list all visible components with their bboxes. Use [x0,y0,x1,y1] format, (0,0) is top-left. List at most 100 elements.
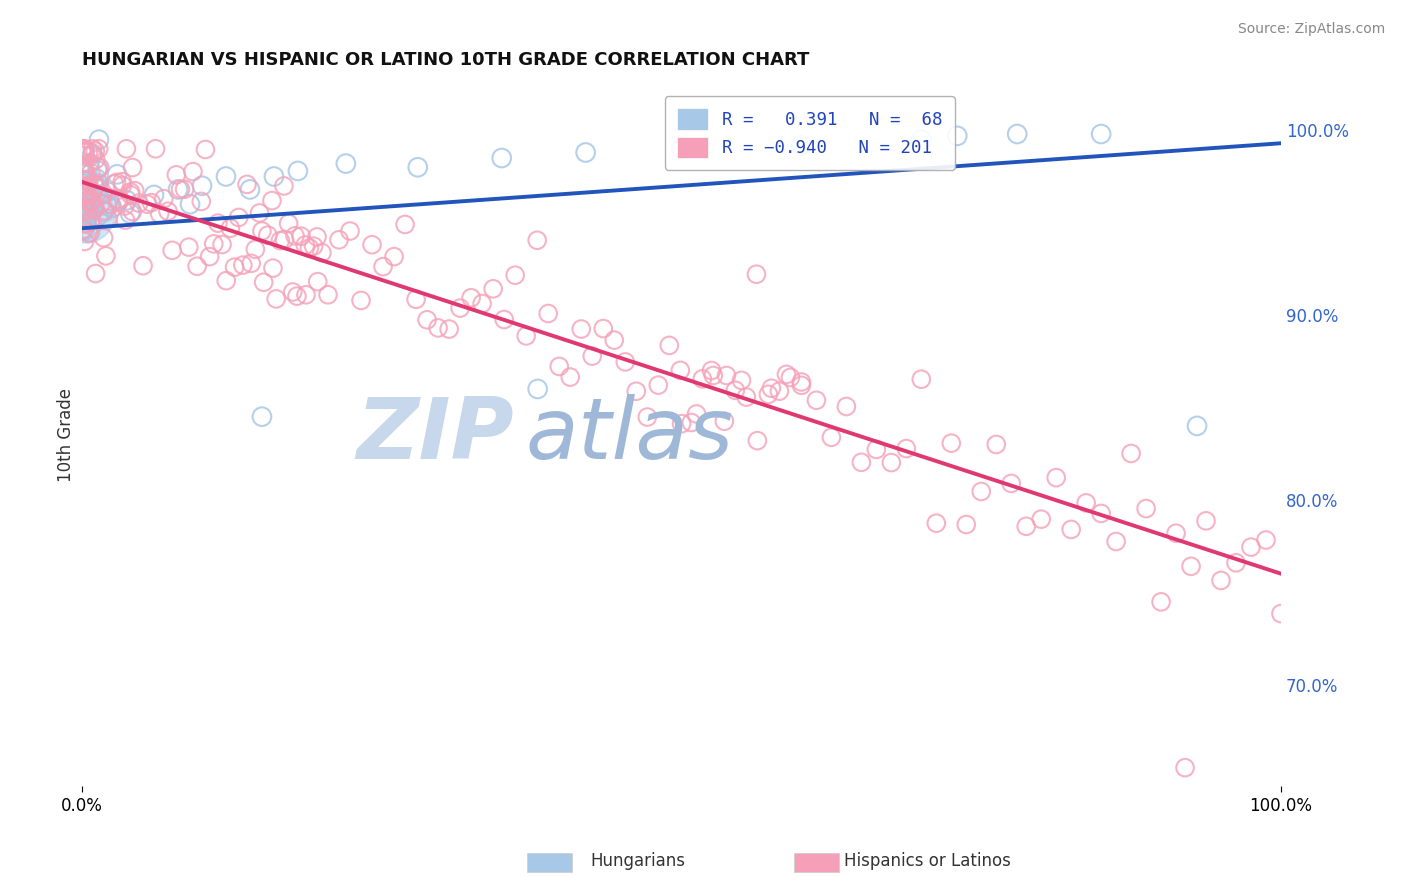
Point [503,268,526,282]
Point [103,177,125,191]
Point [79,194,101,209]
Point [207,216,229,230]
Point [111,178,134,193]
Point [79,194,101,209]
Point [1105,534,1128,549]
Point [73,206,96,220]
Point [1240,540,1263,554]
Point [72,172,94,186]
Point [73,145,96,160]
Point [76,216,98,230]
Point [93,203,115,218]
Point [165,168,187,182]
Point [73,165,96,179]
Point [1254,533,1277,547]
Point [305,230,328,244]
Point [302,239,325,253]
Point [681,416,703,430]
Point [239,182,262,196]
Point [295,287,318,301]
Point [406,161,429,175]
Point [72,200,94,214]
Point [307,275,329,289]
Text: ZIP: ZIP [356,393,513,476]
Point [141,195,163,210]
Point [114,199,136,213]
Point [730,373,752,387]
Point [79,225,101,239]
Point [75,164,97,178]
Point [89,161,111,175]
Point [405,293,427,307]
Point [298,241,321,255]
Point [716,368,738,383]
Point [394,218,416,232]
Point [526,233,548,247]
Point [76,186,98,201]
Point [76,200,98,214]
Point [181,164,204,178]
Text: Source: ZipAtlas.com: Source: ZipAtlas.com [1237,22,1385,37]
Point [1225,556,1247,570]
Point [72,164,94,178]
Point [880,456,903,470]
Point [669,363,692,377]
Point [910,372,932,386]
Text: Hispanics or Latinos: Hispanics or Latinos [844,852,1011,870]
Point [970,484,993,499]
Point [80,166,103,180]
Point [747,434,769,448]
Point [167,182,190,196]
Point [537,306,560,320]
Point [955,517,977,532]
Point [107,194,129,209]
Point [328,233,350,247]
Point [745,267,768,281]
Point [80,205,103,219]
Point [198,250,221,264]
Point [806,393,828,408]
Point [173,182,195,196]
Point [768,384,790,399]
Point [636,410,658,425]
Point [284,228,307,243]
Point [77,204,100,219]
Point [240,256,263,270]
Point [72,202,94,217]
Point [779,370,801,384]
Point [76,179,98,194]
Point [76,203,98,218]
Point [685,407,707,421]
Point [136,197,159,211]
Point [1060,523,1083,537]
Point [156,204,179,219]
Point [1045,470,1067,484]
Point [335,156,357,170]
Point [758,387,780,401]
Point [1270,607,1292,621]
Point [73,207,96,221]
Point [75,194,97,208]
Point [115,142,138,156]
Point [72,186,94,201]
Point [75,190,97,204]
Point [1209,574,1232,588]
Point [482,282,505,296]
Point [190,194,212,209]
Point [72,199,94,213]
Point [84,179,107,194]
Point [865,442,887,457]
Point [77,157,100,171]
Point [269,234,291,248]
Point [515,329,537,343]
Point [700,363,723,377]
Point [761,381,783,395]
Point [72,145,94,159]
Point [75,186,97,201]
Point [1135,501,1157,516]
Point [250,409,273,424]
Point [262,261,284,276]
Point [179,197,201,211]
Point [294,238,316,252]
Point [437,322,460,336]
